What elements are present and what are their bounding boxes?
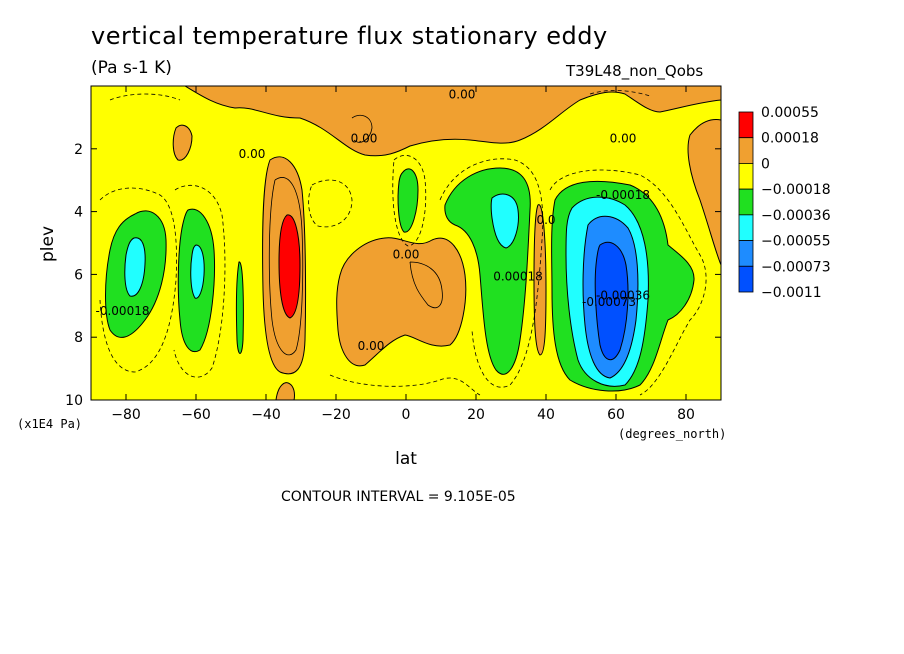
y-axis-units: (x1E4 Pa) bbox=[17, 417, 82, 431]
colorbar-swatch bbox=[738, 137, 754, 164]
contour-label: 0.00018 bbox=[493, 270, 543, 284]
contour-label: 0.00 bbox=[449, 88, 476, 102]
southern-max-core bbox=[278, 214, 301, 319]
colorbar-label: 0.00018 bbox=[761, 131, 819, 147]
colorbar-label: −0.00018 bbox=[761, 182, 831, 198]
dashed-contour bbox=[329, 374, 481, 396]
x-axis-units: (degrees_north) bbox=[618, 427, 726, 441]
dashed-contour bbox=[173, 184, 226, 378]
solid-contour bbox=[268, 177, 304, 356]
dashed-contour bbox=[392, 155, 427, 247]
y-tick-label: 8 bbox=[74, 330, 83, 346]
x-tick-label: −20 bbox=[321, 407, 351, 423]
dashed-contour bbox=[99, 187, 177, 373]
contour-label: 0.00 bbox=[610, 132, 637, 146]
y-tick-label: 4 bbox=[74, 205, 83, 221]
y-tick-label: 6 bbox=[74, 267, 83, 283]
equatorial-negative-region bbox=[397, 168, 419, 233]
southern-positive-patch bbox=[172, 124, 193, 161]
colorbar-label: 0 bbox=[761, 156, 770, 172]
dashed-contour bbox=[549, 169, 707, 396]
south-negative-core-b bbox=[190, 244, 205, 299]
south-negative-core-a bbox=[124, 237, 146, 297]
contour-label: -0.00018 bbox=[96, 304, 150, 318]
narrow-negative-strip bbox=[235, 261, 244, 354]
contour-label: -0.00018 bbox=[596, 188, 650, 202]
x-tick-label: 40 bbox=[537, 407, 555, 423]
narrow-positive-strip bbox=[533, 204, 547, 356]
x-tick-label: −80 bbox=[111, 407, 141, 423]
contour-label: 0.00 bbox=[239, 147, 266, 161]
x-tick-label: 20 bbox=[467, 407, 485, 423]
colorbar-swatch bbox=[738, 188, 754, 216]
y-tick-label: 10 bbox=[65, 393, 83, 409]
y-tick-label: 2 bbox=[74, 142, 83, 158]
x-tick-label: −40 bbox=[251, 407, 281, 423]
x-tick-label: −60 bbox=[181, 407, 211, 423]
colorbar-swatch bbox=[738, 214, 754, 241]
contour-label: 0.00 bbox=[351, 132, 378, 146]
solid-contours bbox=[268, 114, 443, 356]
bottom-positive-patch bbox=[275, 382, 295, 400]
x-tick-label: 0 bbox=[402, 407, 411, 423]
northpole-positive-region bbox=[687, 119, 721, 266]
contour-label: 0.00 bbox=[393, 248, 420, 262]
dashed-contour bbox=[589, 90, 651, 97]
filled-contours bbox=[91, 86, 721, 400]
contour-label: 0.00 bbox=[358, 339, 385, 353]
nh-midlat-negative-core bbox=[594, 241, 629, 360]
contour-label: 0.0 bbox=[536, 213, 555, 227]
contour-label: -0.00036 bbox=[596, 289, 650, 303]
y-axis-title: plev bbox=[38, 226, 58, 262]
colorbar-swatch bbox=[738, 265, 754, 293]
chart-title: vertical temperature flux stationary edd… bbox=[91, 22, 608, 50]
x-tick-label: 60 bbox=[607, 407, 625, 423]
nh-subtropical-negative-core bbox=[490, 193, 519, 249]
x-axis-title: lat bbox=[395, 449, 417, 469]
solid-contour bbox=[351, 114, 373, 143]
colorbar-label: 0.00055 bbox=[761, 105, 819, 121]
run-label: T39L48_non_Qobs bbox=[566, 62, 704, 80]
dashed-contour bbox=[308, 179, 353, 228]
colorbar-label: −0.00036 bbox=[761, 208, 831, 224]
contour-labels: 0.00 0.00 0.00 0.00 -0.00018 0.00 0.00 0.00018 0… bbox=[96, 88, 650, 353]
contour-interval: CONTOUR INTERVAL = 9.105E-05 bbox=[281, 489, 516, 505]
dashed-contour bbox=[109, 93, 181, 101]
chart-units: (Pa s-1 K) bbox=[91, 58, 172, 78]
colorbar-swatch bbox=[738, 111, 754, 139]
colorbar-label: −0.0011 bbox=[761, 285, 822, 301]
solid-contour bbox=[409, 261, 443, 309]
x-axis: −80 −60 −40 −20 0 20 40 60 80 bbox=[111, 86, 695, 423]
colorbar: 0.00055 0.00018 0 −0.00018 −0.00036 −0.00055 −… bbox=[738, 105, 831, 301]
upper-positive-region bbox=[184, 86, 721, 157]
colorbar-label: −0.00073 bbox=[761, 259, 831, 275]
colorbar-swatch bbox=[738, 163, 754, 190]
central-positive-region bbox=[336, 237, 467, 367]
colorbar-label: −0.00055 bbox=[761, 234, 831, 250]
contour-label: -0.00073 bbox=[582, 295, 636, 309]
y-axis: 2 4 6 8 10 bbox=[65, 142, 721, 409]
dashed-contour bbox=[439, 158, 544, 388]
dashed-contours bbox=[99, 90, 707, 396]
x-tick-label: 80 bbox=[677, 407, 695, 423]
colorbar-swatch bbox=[738, 240, 754, 267]
